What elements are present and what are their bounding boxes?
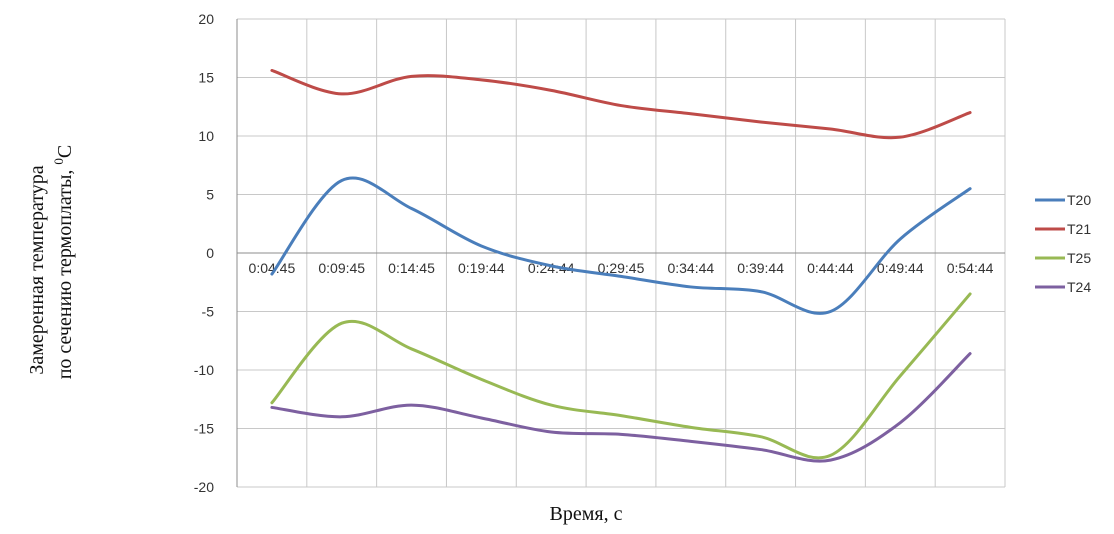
legend-label: T20 [1067, 192, 1091, 208]
y-axis-title-line2: по сечению термоплаты, 0C [51, 145, 76, 380]
y-tick-label: -10 [194, 362, 214, 378]
x-tick-label: 0:19:44 [458, 260, 505, 276]
x-tick-label: 0:09:45 [318, 260, 365, 276]
y-axis-title-text: по сечению термоплаты, [54, 170, 76, 380]
x-tick-label: 0:39:44 [737, 260, 784, 276]
legend-item-t24: T24 [1035, 279, 1091, 295]
legend-label: T21 [1067, 221, 1091, 237]
y-axis-unit: C [54, 145, 76, 158]
legend-item-t25: T25 [1035, 250, 1091, 266]
legend-item-t20: T20 [1035, 192, 1091, 208]
y-tick-label: 5 [206, 187, 214, 203]
legend: T20 T21 T25 T24 [1035, 192, 1091, 295]
legend-label: T25 [1067, 250, 1091, 266]
y-tick-label: 0 [206, 245, 214, 261]
y-tick-label: 20 [198, 11, 214, 27]
y-tick-labels: 20 15 10 5 0 -5 -10 -15 -20 [194, 11, 214, 495]
x-tick-label: 0:44:44 [807, 260, 854, 276]
legend-item-t21: T21 [1035, 221, 1091, 237]
x-axis-title: Время, с [550, 503, 623, 525]
x-tick-label: 0:49:44 [877, 260, 924, 276]
y-tick-label: 10 [198, 128, 214, 144]
legend-label: T24 [1067, 279, 1091, 295]
x-tick-label: 0:34:44 [667, 260, 714, 276]
x-tick-label: 0:14:45 [388, 260, 435, 276]
x-tick-label: 0:54:44 [947, 260, 994, 276]
y-tick-label: -5 [202, 304, 215, 320]
y-axis-title-line1: Замеренная температура [26, 165, 48, 374]
y-tick-label: -15 [194, 421, 214, 437]
y-tick-label: 15 [198, 70, 214, 86]
y-tick-label: -20 [194, 479, 214, 495]
